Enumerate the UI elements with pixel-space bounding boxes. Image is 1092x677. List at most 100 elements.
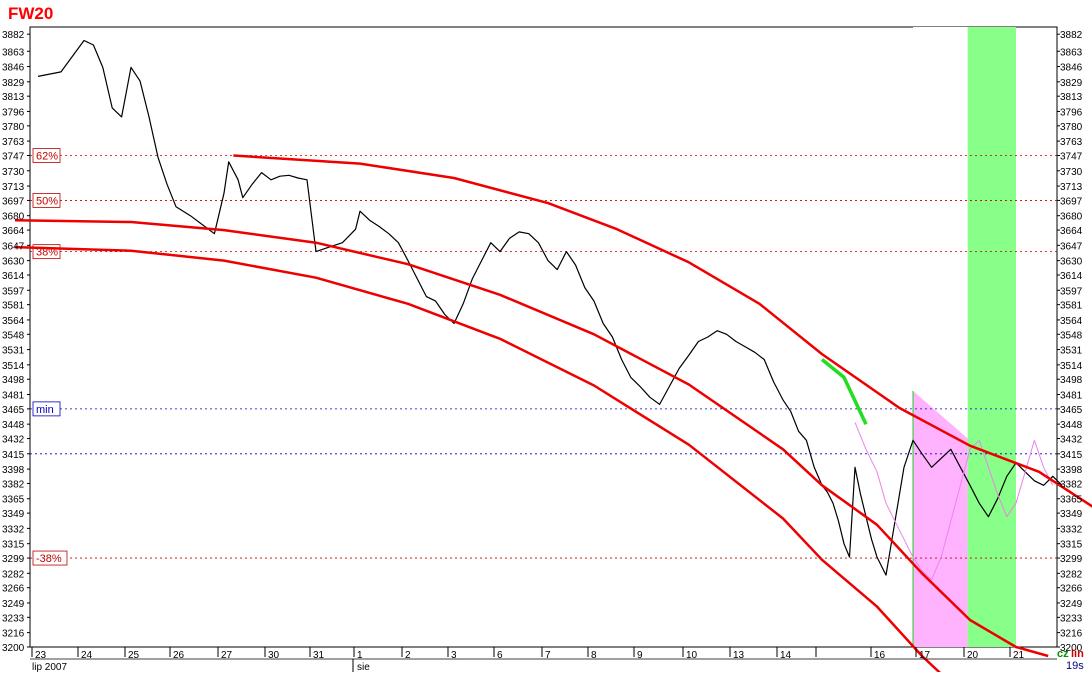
x-month-label-2: sie bbox=[357, 662, 370, 672]
x-day-label-6: 30 bbox=[268, 650, 280, 661]
level-label-1: 62% bbox=[36, 150, 58, 162]
y-tick-label-right-13: 3680 bbox=[1060, 212, 1083, 223]
y-tick-label-right-14: 3664 bbox=[1060, 226, 1083, 237]
y-tick-label-right-5: 3813 bbox=[1060, 92, 1083, 103]
plot-area bbox=[29, 26, 1058, 648]
y-tick-label-left-38: 3266 bbox=[2, 584, 25, 595]
y-tick-label-right-1: 3882 bbox=[1060, 30, 1083, 41]
x-day-label-4: 26 bbox=[173, 650, 185, 661]
y-tick-label-right-23: 3514 bbox=[1060, 361, 1083, 372]
y-tick-label-right-36: 3299 bbox=[1060, 554, 1083, 565]
y-tick-label-left-24: 3498 bbox=[2, 375, 25, 386]
y-tick-label-left-25: 3481 bbox=[2, 391, 25, 402]
y-tick-label-right-34: 3332 bbox=[1060, 524, 1083, 535]
y-tick-label-right-26: 3465 bbox=[1060, 405, 1083, 416]
y-tick-label-left-11: 3713 bbox=[2, 182, 25, 193]
y-tick-label-right-16: 3630 bbox=[1060, 257, 1083, 268]
x-day-label-3: 25 bbox=[128, 650, 140, 661]
y-tick-label-right-42: 3200 bbox=[1060, 643, 1083, 654]
x-day-label-7: 31 bbox=[313, 650, 325, 661]
level-label-box-2 bbox=[32, 193, 61, 208]
y-tick-label-left-7: 3780 bbox=[2, 122, 25, 133]
y-tick-label-right-38: 3266 bbox=[1060, 584, 1083, 595]
series-channel-5 bbox=[14, 218, 1049, 658]
x-day-label-10: 3 bbox=[451, 650, 457, 661]
y-tick-label-left-29: 3415 bbox=[2, 450, 25, 461]
y-tick-label-left-16: 3630 bbox=[2, 257, 25, 268]
y-tick-label-left-1: 3882 bbox=[2, 30, 25, 41]
y-tick-label-right-31: 3382 bbox=[1060, 479, 1083, 490]
y-tick-label-left-14: 3664 bbox=[2, 226, 25, 237]
y-tick-label-right-18: 3597 bbox=[1060, 286, 1083, 297]
series-price-1 bbox=[37, 39, 1063, 576]
y-tick-label-right-17: 3614 bbox=[1060, 271, 1083, 282]
x-month-label-1: lip 2007 bbox=[32, 662, 67, 672]
y-tick-label-right-33: 3349 bbox=[1060, 509, 1083, 520]
level-lines: 62% 50% 38% min -38% bbox=[30, 148, 1057, 566]
y-tick-label-left-39: 3249 bbox=[2, 599, 25, 610]
shaded-region-2 bbox=[967, 27, 1016, 647]
y-tick-label-right-19: 3581 bbox=[1060, 301, 1083, 312]
y-tick-label-left-31: 3382 bbox=[2, 479, 25, 490]
y-tick-label-right-20: 3564 bbox=[1060, 316, 1083, 327]
y-tick-label-left-15: 3647 bbox=[2, 241, 25, 252]
x-day-label-8: 1 bbox=[357, 650, 363, 661]
y-tick-label-left-6: 3796 bbox=[2, 107, 25, 118]
x-day-label-9: 2 bbox=[405, 650, 411, 661]
y-tick-label-left-32: 3365 bbox=[2, 495, 25, 506]
y-tick-label-right-8: 3763 bbox=[1060, 137, 1083, 148]
y-tick-label-right-25: 3481 bbox=[1060, 391, 1083, 402]
y-tick-label-left-12: 3697 bbox=[2, 196, 25, 207]
series-channel-4 bbox=[233, 154, 1092, 508]
y-tick-label-left-8: 3763 bbox=[2, 137, 25, 148]
y-tick-label-right-3: 3846 bbox=[1060, 63, 1083, 74]
shaded-regions bbox=[912, 27, 1016, 647]
corner-label-cz: cz bbox=[1057, 648, 1069, 660]
level-label-box-6 bbox=[32, 550, 68, 566]
y-tick-label-right-2: 3863 bbox=[1060, 47, 1083, 58]
y-tick-label-left-28: 3432 bbox=[2, 435, 25, 446]
y-tick-label-left-40: 3233 bbox=[2, 613, 25, 624]
series-group bbox=[14, 39, 1092, 677]
y-tick-label-left-30: 3398 bbox=[2, 465, 25, 476]
x-day-label-1: 23 bbox=[35, 650, 47, 661]
y-tick-label-left-33: 3349 bbox=[2, 509, 25, 520]
series-overlay-2 bbox=[854, 422, 1054, 581]
y-tick-label-left-19: 3581 bbox=[2, 301, 25, 312]
x-day-label-2: 24 bbox=[81, 650, 93, 661]
x-day-label-12: 7 bbox=[545, 650, 551, 661]
y-tick-label-left-2: 3863 bbox=[2, 47, 25, 58]
y-tick-label-right-30: 3398 bbox=[1060, 465, 1083, 476]
chart-title: FW20 bbox=[8, 4, 53, 23]
x-day-label-5: 27 bbox=[221, 650, 233, 661]
x-day-label-17: 14 bbox=[780, 650, 792, 661]
level-label-3: 38% bbox=[36, 247, 58, 259]
y-tick-label-left-36: 3299 bbox=[2, 554, 25, 565]
level-label-box-1 bbox=[32, 148, 61, 163]
y-tick-label-right-40: 3233 bbox=[1060, 613, 1083, 624]
y-tick-label-left-18: 3597 bbox=[2, 286, 25, 297]
y-tick-label-left-9: 3747 bbox=[2, 151, 25, 162]
x-day-label-14: 9 bbox=[637, 650, 643, 661]
y-tick-label-left-37: 3282 bbox=[2, 569, 25, 580]
y-tick-label-left-13: 3680 bbox=[2, 212, 25, 223]
y-tick-label-right-11: 3713 bbox=[1060, 182, 1083, 193]
level-label-6: -38% bbox=[36, 553, 62, 565]
y-tick-label-right-4: 3829 bbox=[1060, 78, 1083, 89]
x-day-label-15: 10 bbox=[686, 650, 698, 661]
y-tick-label-right-28: 3432 bbox=[1060, 435, 1083, 446]
y-tick-label-left-4: 3829 bbox=[2, 78, 25, 89]
y-tick-label-left-35: 3315 bbox=[2, 540, 25, 551]
corner-label-interval: 19s bbox=[1066, 660, 1084, 672]
series-segment-3 bbox=[820, 358, 868, 425]
x-day-label-11: 6 bbox=[497, 650, 503, 661]
y-tick-label-right-9: 3747 bbox=[1060, 151, 1083, 162]
y-tick-label-right-12: 3697 bbox=[1060, 196, 1083, 207]
x-day-label-19: 16 bbox=[874, 650, 886, 661]
y-tick-label-left-5: 3813 bbox=[2, 92, 25, 103]
y-tick-label-left-42: 3200 bbox=[2, 643, 25, 654]
y-tick-label-right-39: 3249 bbox=[1060, 599, 1083, 610]
